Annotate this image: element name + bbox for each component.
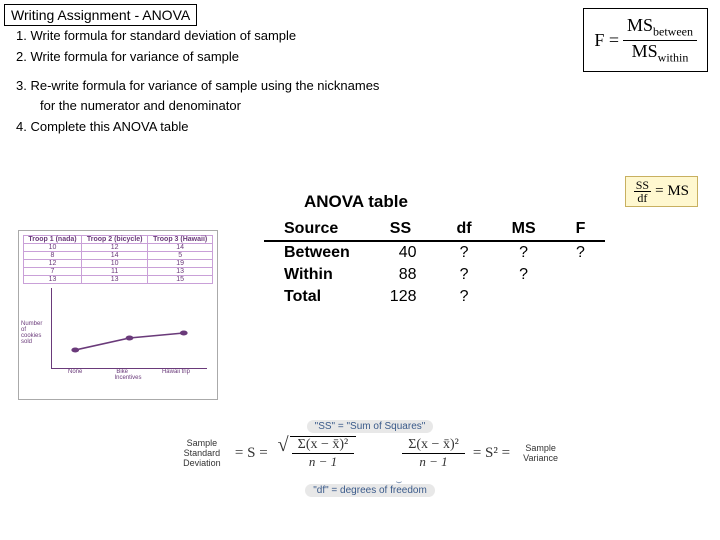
question-3-line1: 3. Re-write formula for variance of samp… <box>16 76 720 97</box>
cell: 12 <box>24 260 82 268</box>
cell: 15 <box>148 276 213 284</box>
cell-source: Total <box>264 286 370 308</box>
table-row: Within 88 ? ? <box>264 264 605 286</box>
table-row: Between 40 ? ? ? <box>264 241 605 264</box>
f-ratio-formula: F = MSbetween MSwithin <box>583 8 708 72</box>
cell-ms <box>492 286 556 308</box>
cell: 8 <box>24 252 82 260</box>
line-chart-area <box>51 288 207 369</box>
df-pill: "df" = degrees of freedom <box>305 484 435 497</box>
f-numerator: MSbetween <box>623 15 697 41</box>
n-minus-1: n − 1 <box>303 454 343 470</box>
col-f: F <box>556 218 606 241</box>
cell-source: Within <box>264 264 370 286</box>
data-table: Troop 1 (nada) Troop 2 (bicycle) Troop 3… <box>23 235 213 284</box>
sigma-num: Σ(x − x̄)² <box>292 437 355 454</box>
line-svg <box>52 288 207 368</box>
anova-table-block: ANOVA table Source SS df MS F Between 40… <box>264 192 605 308</box>
cell: 13 <box>82 276 148 284</box>
f-equals: F = <box>594 30 619 51</box>
cell: 5 <box>148 252 213 260</box>
ms-text: MS <box>627 15 653 35</box>
cell: 13 <box>24 276 82 284</box>
cell: 11 <box>82 268 148 276</box>
question-3-line2: for the numerator and denominator <box>40 96 720 117</box>
col-header: Troop 3 (Hawaii) <box>148 236 213 244</box>
n-minus-1: n − 1 <box>413 454 453 470</box>
cell-df: ? <box>437 264 492 286</box>
s2-equals: = S² = <box>473 445 510 462</box>
col-header: Troop 2 (bicycle) <box>82 236 148 244</box>
df-label: df <box>635 192 649 204</box>
sigma-num: Σ(x − x̄)² <box>402 437 465 454</box>
cell: 12 <box>82 244 148 252</box>
cell: 19 <box>148 260 213 268</box>
f-denominator: MSwithin <box>628 41 693 66</box>
ms-definition-note: SS df = MS <box>625 176 698 207</box>
cell: 14 <box>148 244 213 252</box>
df-curve: ⏟ <box>396 473 401 484</box>
cell: 7 <box>24 268 82 276</box>
col-source: Source <box>264 218 370 241</box>
cell-f <box>556 264 606 286</box>
within-sub: within <box>658 50 689 64</box>
chart-ylabel: Number of cookies sold <box>21 321 45 345</box>
ms-text: MS <box>632 41 658 61</box>
cell-ms: ? <box>492 241 556 264</box>
cell-ss: 40 <box>370 241 437 264</box>
xlabel: None <box>68 369 82 375</box>
sd-label: Sample Standard Deviation <box>177 438 227 468</box>
chart-xaxis: Incentives <box>43 375 213 381</box>
xlabel: Hawaii trip <box>162 369 190 375</box>
between-sub: between <box>653 25 693 39</box>
s-equals: = S = <box>235 445 268 462</box>
cookie-chart: Troop 1 (nada) Troop 2 (bicycle) Troop 3… <box>18 230 218 400</box>
ss-pill: "SS" = "Sum of Squares" <box>307 420 434 433</box>
formula-diagram: "SS" = "Sum of Squares" Sample Standard … <box>130 420 610 520</box>
cell-ss: 128 <box>370 286 437 308</box>
cell-source: Between <box>264 241 370 264</box>
table-row: Total 128 ? <box>264 286 605 308</box>
col-ss: SS <box>370 218 437 241</box>
cell: 14 <box>82 252 148 260</box>
cell-df: ? <box>437 286 492 308</box>
col-ms: MS <box>492 218 556 241</box>
question-4: 4. Complete this ANOVA table <box>16 117 720 138</box>
cell-ms: ? <box>492 264 556 286</box>
cell: 10 <box>82 260 148 268</box>
cell-f <box>556 286 606 308</box>
equals-ms: = MS <box>655 183 689 200</box>
cell: 13 <box>148 268 213 276</box>
cell-ss: 88 <box>370 264 437 286</box>
assignment-title: Writing Assignment - ANOVA <box>4 4 197 26</box>
anova-table: Source SS df MS F Between 40 ? ? ? Withi… <box>264 218 605 308</box>
col-df: df <box>437 218 492 241</box>
sv-label: Sample Variance <box>518 443 563 463</box>
cell-f: ? <box>556 241 606 264</box>
cell-df: ? <box>437 241 492 264</box>
cell: 10 <box>24 244 82 252</box>
col-header: Troop 1 (nada) <box>24 236 82 244</box>
anova-heading: ANOVA table <box>304 192 605 212</box>
